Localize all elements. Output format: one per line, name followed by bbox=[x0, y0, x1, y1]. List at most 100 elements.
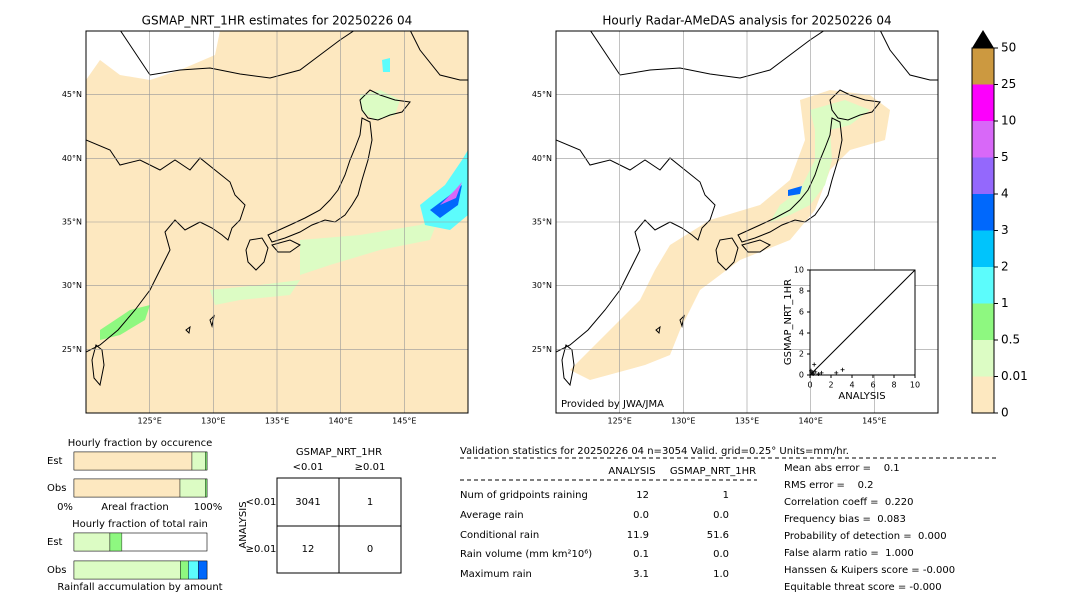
statistics: Validation statistics for 20250226 04 n=… bbox=[460, 446, 996, 593]
y-tick-label: 0 bbox=[799, 371, 804, 380]
score: Correlation coeff = 0.220 bbox=[784, 497, 914, 508]
x-tick-label: 135°E bbox=[265, 417, 289, 426]
row-title: ANALYSIS bbox=[238, 501, 249, 548]
row-label: Average rain bbox=[460, 510, 524, 521]
score: Equitable threat score = -0.000 bbox=[784, 582, 942, 593]
cell: 3041 bbox=[295, 497, 320, 508]
y-tick-label: 30°N bbox=[62, 281, 82, 290]
x-tick-label: 125°E bbox=[138, 417, 162, 426]
panel-title: Hourly fraction by occurence bbox=[68, 438, 212, 449]
colorbar: 0 0.01 0.5 1 2 3 4 5 10 25 50 bbox=[971, 30, 1028, 420]
point bbox=[840, 367, 845, 372]
y-axis-label: GSMAP_NRT_1HR bbox=[783, 279, 794, 365]
colorbar-segment bbox=[972, 376, 994, 413]
diagonal bbox=[809, 269, 916, 376]
col-label: <0.01 bbox=[293, 462, 324, 473]
col-header: ANALYSIS bbox=[608, 466, 655, 477]
x-tick-label: 140°E bbox=[799, 417, 823, 426]
map-frame bbox=[555, 30, 939, 414]
y-tick-label: 35°N bbox=[62, 218, 82, 227]
cell: 0.0 bbox=[633, 510, 649, 521]
cell: 12 bbox=[636, 490, 649, 501]
cell: 1 bbox=[723, 490, 729, 501]
bar-segment bbox=[188, 560, 199, 580]
bar-segment bbox=[73, 451, 193, 471]
score: Probability of detection = 0.000 bbox=[784, 531, 947, 542]
x-tick-label: 130°E bbox=[671, 417, 695, 426]
colorbar-label: 1 bbox=[1001, 296, 1009, 310]
x-tick-label: 125°E bbox=[608, 417, 632, 426]
colorbar-label: 0.5 bbox=[1001, 333, 1020, 347]
colorbar-segment bbox=[972, 340, 994, 377]
x-tick-label: 0 bbox=[807, 381, 812, 390]
colorbar-label: 0.01 bbox=[1001, 369, 1028, 383]
x-tick-label: 10 bbox=[910, 381, 920, 390]
col-header: GSMAP_NRT_1HR bbox=[670, 466, 756, 477]
bar-segment bbox=[73, 560, 181, 580]
colorbar-label: 0 bbox=[1001, 406, 1009, 420]
y-tick-label: 30°N bbox=[532, 281, 552, 290]
y-tick-label: 45°N bbox=[62, 90, 82, 99]
colorbar-label: 10 bbox=[1001, 114, 1016, 128]
bar-segment bbox=[73, 478, 181, 498]
x-tick-label: 6 bbox=[870, 381, 875, 390]
y-tick-label: 25°N bbox=[62, 345, 82, 354]
colorbar-extend bbox=[972, 30, 994, 48]
cell: 51.6 bbox=[707, 530, 729, 541]
colorbar-label: 2 bbox=[1001, 260, 1009, 274]
bar-segment bbox=[109, 532, 123, 552]
bar-segment bbox=[205, 451, 208, 471]
bar-segment bbox=[198, 560, 208, 580]
rain-areas bbox=[86, 31, 468, 340]
bar-segment bbox=[179, 478, 206, 498]
x-tick-label: 0% bbox=[57, 502, 73, 513]
y-tick-label: 45°N bbox=[532, 90, 552, 99]
y-tick-label: 2 bbox=[799, 350, 804, 359]
colorbar-segment bbox=[972, 84, 994, 121]
row-label: Obs bbox=[47, 565, 66, 576]
colorbar-segment bbox=[972, 303, 994, 340]
x-tick-label: 145°E bbox=[862, 417, 886, 426]
cell: 11.9 bbox=[627, 530, 649, 541]
cell: 1 bbox=[367, 497, 373, 508]
y-tick-label: 40°N bbox=[62, 154, 82, 163]
point bbox=[813, 369, 818, 374]
colorbar-label: 4 bbox=[1001, 187, 1009, 201]
stats-title: Validation statistics for 20250226 04 n=… bbox=[460, 446, 849, 457]
row-label: Est bbox=[47, 537, 63, 548]
x-tick-label: 4 bbox=[849, 381, 854, 390]
x-tick-label: 100% bbox=[194, 502, 223, 513]
colorbar-segment bbox=[972, 48, 994, 85]
bar-segment bbox=[205, 478, 208, 498]
score: RMS error = 0.2 bbox=[784, 480, 874, 491]
row-label: Conditional rain bbox=[460, 530, 539, 541]
x-tick-label: 130°E bbox=[201, 417, 225, 426]
x-tick-label: 135°E bbox=[735, 417, 759, 426]
map-title: Hourly Radar-AMeDAS analysis for 2025022… bbox=[602, 14, 891, 28]
colorbar-label: 5 bbox=[1001, 150, 1009, 164]
point bbox=[811, 371, 816, 376]
row-label: Obs bbox=[47, 483, 66, 494]
point bbox=[812, 362, 817, 367]
colorbar-segment bbox=[972, 267, 994, 304]
y-tick-label: 10 bbox=[794, 266, 804, 275]
x-tick-label: 140°E bbox=[329, 417, 353, 426]
bar-segment bbox=[191, 451, 206, 471]
colorbar-label: 25 bbox=[1001, 77, 1016, 91]
map-credit: Provided by JWA/JMA bbox=[561, 399, 664, 410]
cell: 0 bbox=[367, 544, 373, 555]
x-axis-label: Areal fraction bbox=[101, 502, 168, 513]
score: False alarm ratio = 1.000 bbox=[784, 548, 914, 559]
map-estimates: GSMAP_NRT_1HR estimates for 20250226 04 bbox=[85, 14, 469, 414]
row-label: <0.01 bbox=[246, 497, 277, 508]
x-tick-label: 145°E bbox=[392, 417, 416, 426]
cell: 1.0 bbox=[713, 569, 729, 580]
cell: 0.0 bbox=[713, 510, 729, 521]
y-tick-label: 25°N bbox=[532, 345, 552, 354]
row-label: ≥0.01 bbox=[246, 544, 277, 555]
bar-segment bbox=[180, 560, 189, 580]
total-rain-panel: Hourly fraction of total rain Rainfall a… bbox=[47, 519, 223, 593]
scatter-inset: ANALYSIS GSMAP_NRT_1HR 0 2 4 6 8 10 0 2 4 6 8 10 bbox=[783, 266, 920, 403]
score: Hanssen & Kuipers score = -0.000 bbox=[784, 565, 955, 576]
